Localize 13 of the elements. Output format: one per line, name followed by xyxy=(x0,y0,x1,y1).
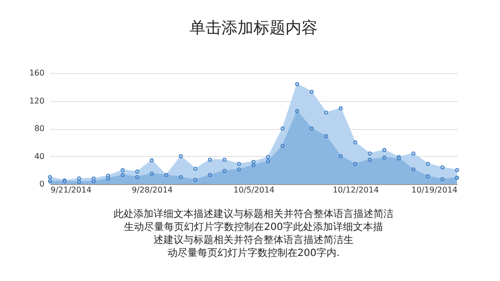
y-tick-label: 160 xyxy=(29,68,44,78)
x-tick-label: 10/19/2014 xyxy=(411,186,458,194)
x-tick-label: 10/12/2014 xyxy=(332,186,379,194)
y-tick-label: 120 xyxy=(29,96,44,106)
y-tick-label: 40 xyxy=(34,152,44,161)
text: 此处添加详细文本描述建议与标题相关并符合整体语言描述简洁生动尽量每页幻灯片字数控制在200字此处添加详细文本描 xyxy=(114,208,394,233)
text: 述建议与标题相关并符合整体语言描述简洁生动尽量每页幻灯片字数控制在200字内. xyxy=(154,234,354,259)
x-tick-label: 9/21/2014 xyxy=(50,186,92,194)
chart-title: 单击添加标题内容 xyxy=(190,18,318,37)
x-tick-label: 9/28/2014 xyxy=(132,186,173,194)
y-tick-label: 0 xyxy=(39,180,44,188)
x-tick-label: 10/5/2014 xyxy=(233,186,275,194)
y-tick-label: 80 xyxy=(34,124,44,133)
